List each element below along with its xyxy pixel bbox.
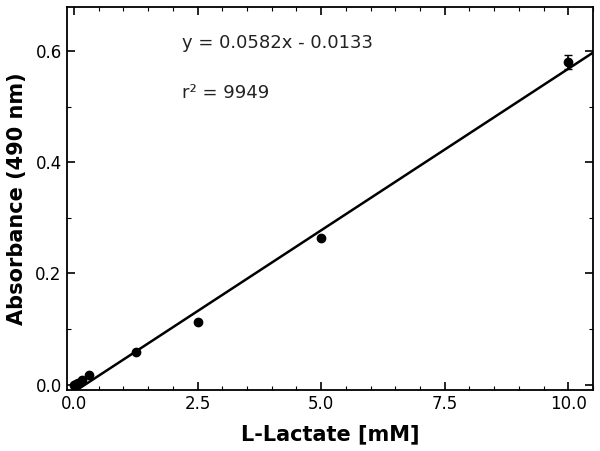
Y-axis label: Absorbance (490 nm): Absorbance (490 nm) xyxy=(7,72,27,325)
X-axis label: L-Lactate [mM]: L-Lactate [mM] xyxy=(241,424,419,444)
Text: y = 0.0582x - 0.0133: y = 0.0582x - 0.0133 xyxy=(182,34,373,52)
Text: r² = 9949: r² = 9949 xyxy=(182,83,269,101)
